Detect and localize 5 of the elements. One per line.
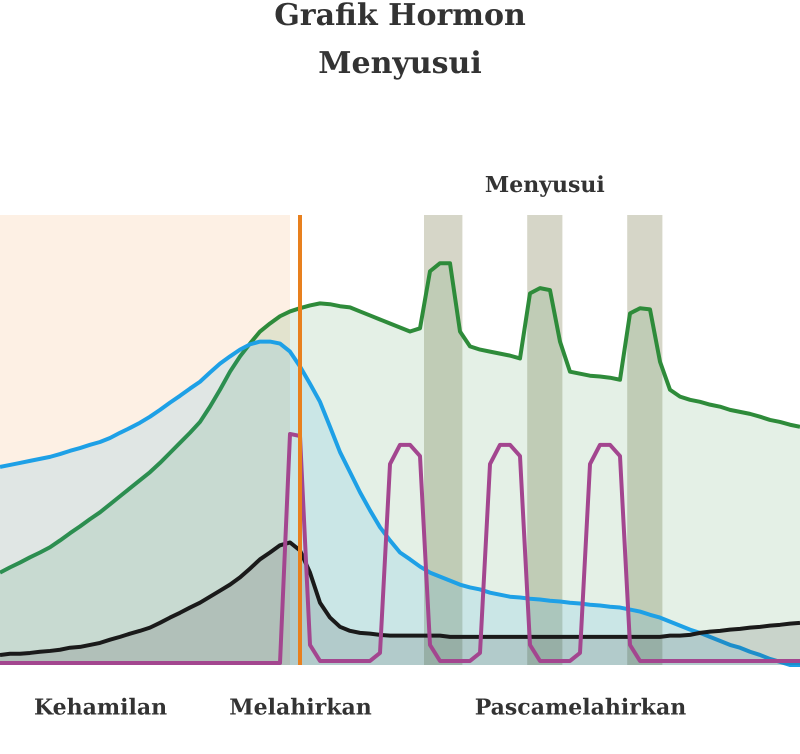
chart-title: Grafik Hormon Menyusui xyxy=(274,0,526,81)
x-tick-label: Pascamelahirkan xyxy=(474,694,686,720)
x-tick-label: Kehamilan xyxy=(34,694,168,720)
text: Menyusui xyxy=(484,172,605,198)
x-tick-label: Melahirkan xyxy=(229,694,372,720)
